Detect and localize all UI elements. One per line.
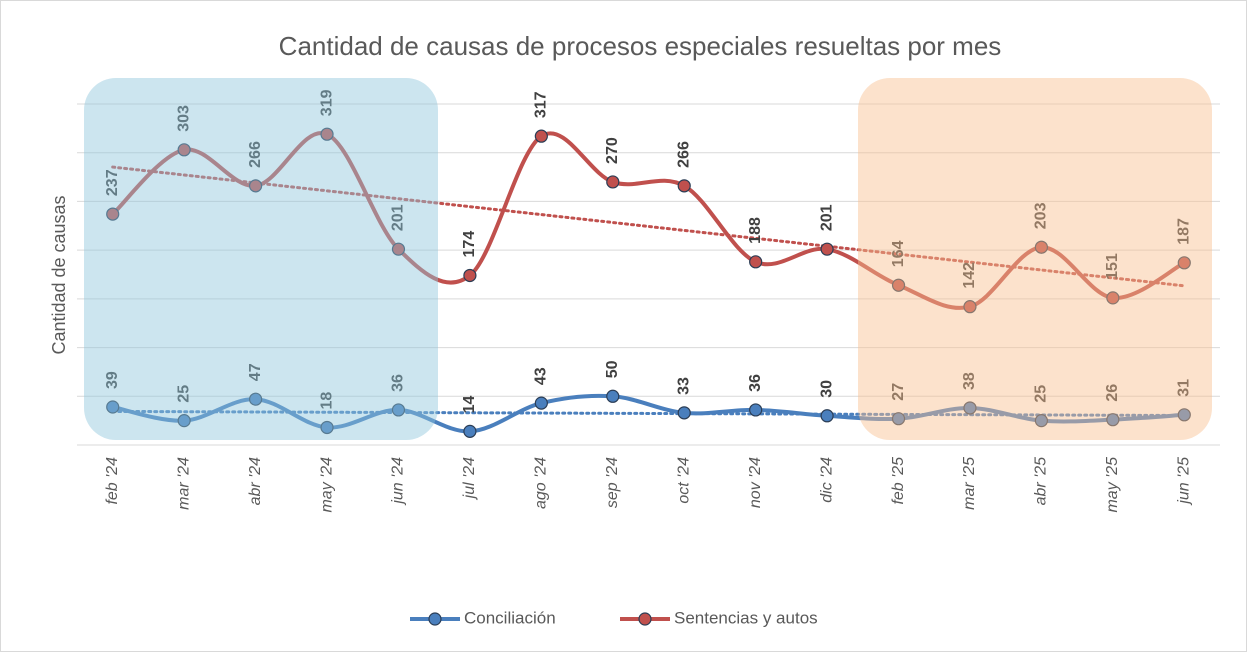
x-tick-label: abr '24: [247, 457, 264, 506]
point: [891, 412, 906, 426]
data-label: 203: [1033, 202, 1050, 229]
point: [963, 300, 977, 314]
plot-area: feb '24 mar '24 abr '24 may '24 jun '24 jul '…: [77, 89, 1220, 513]
x-tick-label: may '24: [318, 457, 335, 513]
x-tick-label: oct '24: [675, 457, 692, 504]
data-label: 319: [318, 89, 335, 116]
data-label: 266: [675, 141, 692, 168]
point: [749, 255, 763, 269]
point: [963, 401, 977, 415]
point: [248, 392, 263, 406]
data-label: 18: [318, 392, 335, 410]
data-label: 142: [961, 262, 978, 289]
data-label: 270: [604, 137, 621, 164]
legend: Conciliación Sentencias y autos: [410, 608, 818, 627]
data-label: 43: [533, 367, 550, 385]
data-label: 25: [1033, 385, 1050, 403]
x-tick-label: dic '24: [818, 457, 835, 503]
point: [891, 278, 906, 292]
point: [320, 127, 334, 141]
data-label: 47: [247, 363, 264, 381]
x-tick-label: mar '24: [175, 457, 192, 510]
data-label: 36: [390, 374, 407, 392]
point: [177, 143, 191, 157]
data-label: 317: [533, 91, 550, 118]
series-line: [112, 393, 1185, 434]
point: [820, 409, 834, 423]
point: [606, 175, 620, 189]
highlight-box: [84, 78, 438, 440]
point: [1106, 413, 1120, 427]
data-label: 36: [747, 374, 764, 392]
x-tick-label: may '25: [1104, 457, 1121, 513]
point: [391, 242, 406, 256]
point: [463, 424, 477, 438]
point: [177, 414, 191, 428]
point: [606, 389, 620, 403]
data-label: 237: [104, 169, 121, 196]
point: [534, 396, 548, 410]
data-label: 164: [890, 240, 907, 267]
point: [1177, 408, 1191, 422]
point: [1106, 291, 1120, 305]
data-label: 201: [818, 204, 835, 231]
data-label: 30: [818, 380, 835, 398]
series-line: [111, 131, 1186, 310]
x-tick-label: abr '25: [1033, 457, 1050, 506]
trendline: [111, 165, 1186, 288]
point: [677, 406, 691, 420]
x-tick-label: jun '25: [1176, 457, 1193, 506]
point: [463, 268, 477, 283]
point: [320, 420, 334, 435]
x-tick-label: jun '24: [390, 457, 407, 506]
legend-label: Conciliación: [464, 608, 556, 627]
data-label: 33: [675, 377, 692, 395]
legend-marker: [428, 612, 442, 626]
data-label: 188: [747, 217, 764, 244]
legend-label: Sentencias y autos: [674, 608, 818, 627]
point: [677, 179, 691, 193]
point: [1034, 414, 1049, 428]
point: [391, 403, 406, 417]
point: [534, 129, 548, 143]
point: [1177, 256, 1191, 270]
data-label: 187: [1176, 218, 1193, 245]
data-label: 38: [961, 372, 978, 390]
x-tick-label: ago '24: [533, 457, 550, 509]
data-label: 174: [461, 231, 478, 258]
x-tick-label: jul '24: [461, 457, 478, 500]
x-tick-label: feb '24: [104, 457, 121, 505]
data-label: 39: [104, 371, 121, 389]
data-label: 27: [890, 383, 907, 401]
data-label: 25: [175, 385, 192, 403]
point: [749, 403, 763, 417]
data-label: 201: [390, 204, 407, 231]
legend-marker: [638, 612, 652, 626]
y-axis-label: Cantidad de causas: [49, 195, 69, 354]
x-tick-label: nov '24: [747, 457, 764, 508]
data-label: 50: [604, 360, 621, 378]
x-tick-label: sep '24: [604, 457, 621, 508]
data-label: 14: [461, 395, 478, 413]
point: [1034, 240, 1049, 254]
highlight-box: [858, 78, 1212, 440]
point: [106, 207, 120, 221]
x-tick-label: mar '25: [961, 457, 978, 510]
x-tick-label: feb '25: [890, 457, 907, 505]
data-label: 31: [1176, 379, 1193, 397]
data-label: 151: [1104, 253, 1121, 280]
point: [248, 179, 263, 193]
data-label: 303: [175, 105, 192, 132]
point: [106, 400, 120, 414]
data-label: 266: [247, 141, 264, 168]
chart-title: Cantidad de causas de procesos especiale…: [279, 31, 1002, 61]
data-label: 26: [1104, 384, 1121, 402]
point: [820, 242, 834, 256]
